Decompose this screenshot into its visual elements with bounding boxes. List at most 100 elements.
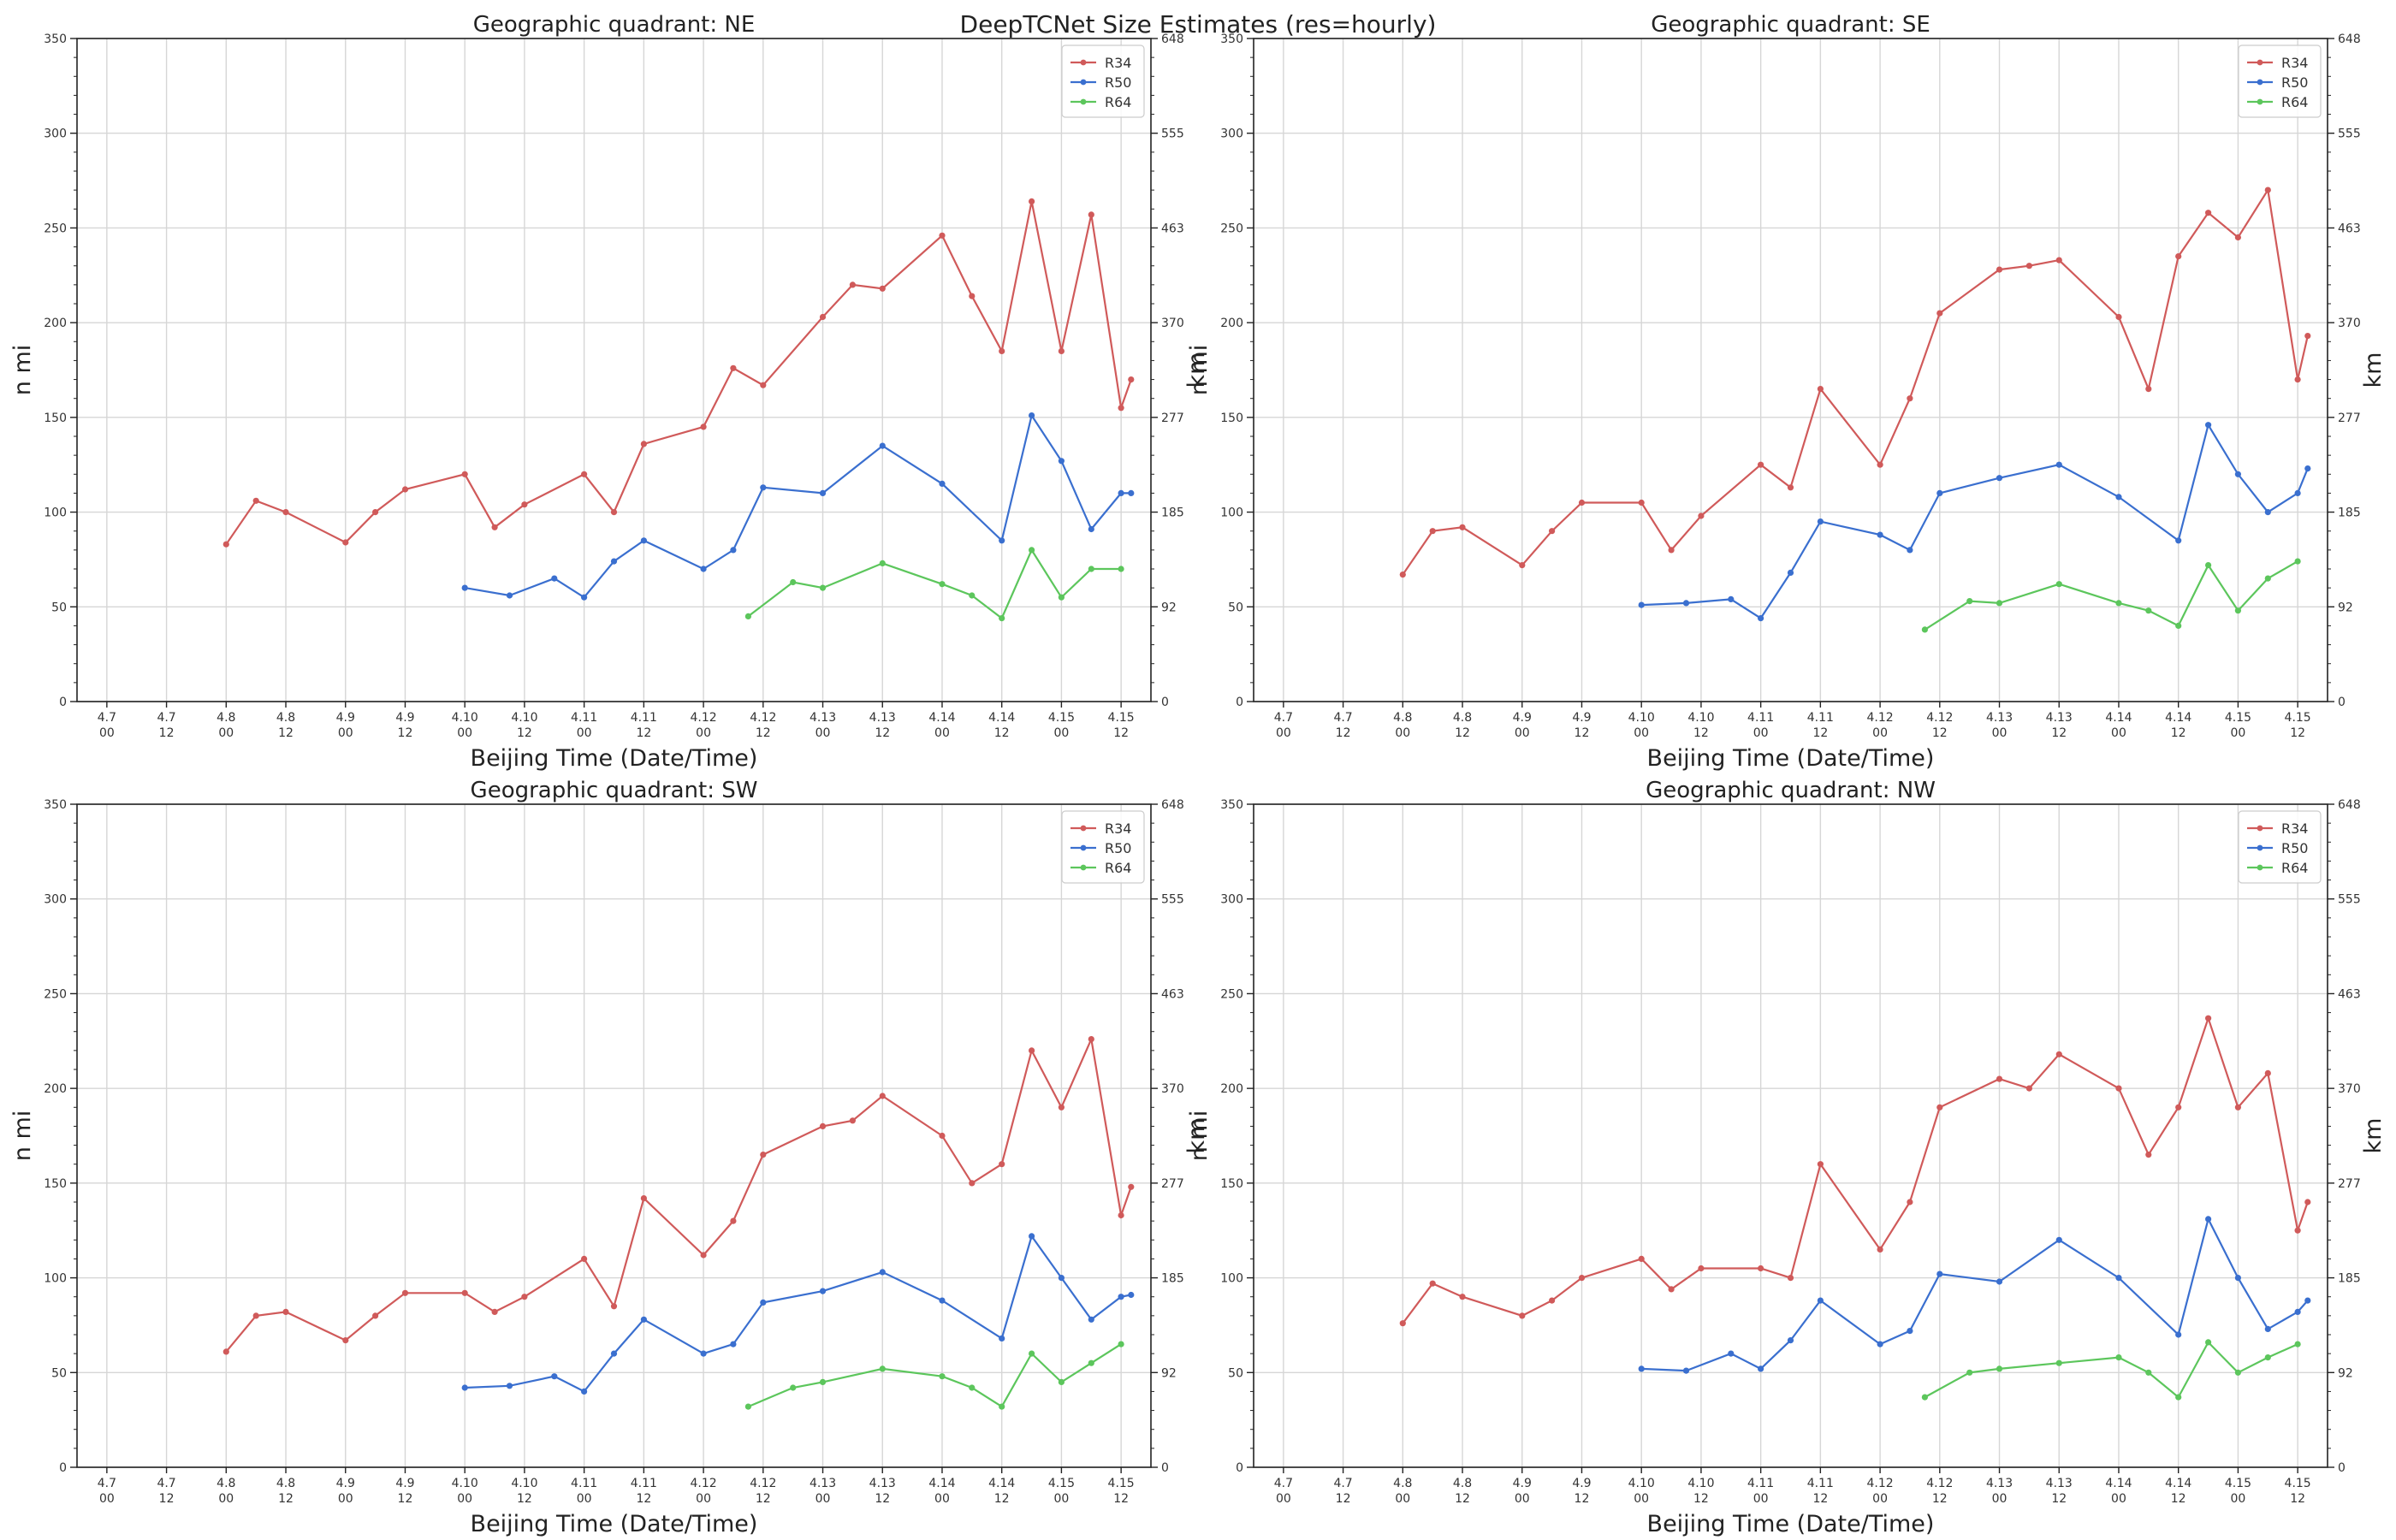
data-point-r50 bbox=[999, 1335, 1005, 1342]
x-tick-date-label: 4.12 bbox=[1926, 711, 1953, 725]
x-tick-time-label: 00 bbox=[1872, 726, 1888, 740]
x-tick-time-label: 12 bbox=[2171, 726, 2186, 740]
data-point-r64 bbox=[1058, 594, 1065, 601]
data-point-r50 bbox=[551, 575, 558, 582]
x-tick-time-label: 00 bbox=[457, 726, 472, 740]
x-tick-date-label: 4.15 bbox=[2285, 1477, 2311, 1490]
x-tick-time-label: 00 bbox=[1515, 1492, 1530, 1506]
legend-label-r34: R34 bbox=[2281, 55, 2308, 71]
data-point-r34 bbox=[1668, 547, 1675, 554]
data-point-r34 bbox=[1029, 1047, 1035, 1054]
x-tick-date-label: 4.11 bbox=[631, 711, 657, 725]
x-tick-date-label: 4.12 bbox=[1866, 711, 1893, 725]
data-point-r50 bbox=[1118, 1294, 1124, 1300]
data-point-r34 bbox=[2025, 263, 2032, 270]
y-tick-label: 350 bbox=[44, 33, 67, 46]
data-point-r34 bbox=[491, 1308, 498, 1315]
y2-tick-label: 277 bbox=[1161, 1177, 1184, 1191]
series-line-r50 bbox=[1641, 422, 2309, 620]
data-point-r64 bbox=[2264, 1354, 2271, 1361]
data-point-r50 bbox=[1029, 412, 1035, 419]
data-point-r64 bbox=[2145, 1369, 2152, 1376]
data-point-r34 bbox=[2055, 257, 2062, 264]
data-point-r50 bbox=[700, 1350, 707, 1357]
data-point-r50 bbox=[640, 537, 648, 544]
plot-frame bbox=[1253, 803, 2328, 1468]
x-axis-label: Beijing Time (Date/Time) bbox=[471, 745, 758, 772]
data-point-r34 bbox=[760, 1152, 767, 1158]
data-point-r64 bbox=[744, 1403, 752, 1410]
data-point-r50 bbox=[1877, 531, 1883, 538]
x-tick-date-label: 4.8 bbox=[276, 1477, 295, 1490]
data-point-r50 bbox=[2294, 1308, 2301, 1315]
data-point-r34 bbox=[969, 1180, 976, 1187]
y-tick-label: 0 bbox=[59, 1461, 67, 1475]
data-point-r64 bbox=[1029, 1350, 1035, 1357]
data-point-r50 bbox=[610, 558, 618, 565]
y-tick-label: 200 bbox=[44, 317, 67, 330]
y2-tick-label: 648 bbox=[2338, 798, 2361, 812]
legend-label-r64: R64 bbox=[2281, 860, 2308, 876]
plot-frame bbox=[76, 803, 1152, 1468]
x-axis-label: Beijing Time (Date/Time) bbox=[1647, 745, 1935, 772]
x-tick-time-label: 12 bbox=[2290, 726, 2305, 740]
x-tick-time-label: 12 bbox=[1113, 726, 1129, 740]
x-tick-time-label: 12 bbox=[756, 726, 771, 740]
y2-tick-label: 648 bbox=[1161, 798, 1184, 812]
y2-tick-label: 185 bbox=[1161, 506, 1184, 520]
data-point-r64 bbox=[2205, 562, 2212, 569]
data-point-r50 bbox=[1638, 601, 1645, 608]
data-point-r50 bbox=[2055, 461, 2062, 468]
legend-marker-r64 bbox=[1080, 98, 1087, 105]
data-point-r64 bbox=[969, 592, 976, 599]
x-tick-date-label: 4.8 bbox=[1393, 1477, 1412, 1490]
data-point-r50 bbox=[2264, 509, 2271, 516]
y2-tick-label: 277 bbox=[2338, 1177, 2361, 1191]
data-point-r64 bbox=[1029, 547, 1035, 554]
data-point-r50 bbox=[1029, 1233, 1035, 1240]
data-point-r50 bbox=[1758, 615, 1764, 622]
legend-label-r64: R64 bbox=[2281, 94, 2308, 110]
data-point-r50 bbox=[730, 547, 737, 554]
y2-tick-label: 0 bbox=[2338, 1461, 2346, 1475]
y2-tick-label: 648 bbox=[1161, 33, 1184, 46]
x-tick-time-label: 00 bbox=[1753, 726, 1769, 740]
x-tick-date-label: 4.9 bbox=[1572, 711, 1591, 725]
data-point-r50 bbox=[1996, 475, 2003, 482]
data-point-r64 bbox=[1921, 1394, 1928, 1401]
x-tick-time-label: 00 bbox=[2111, 726, 2126, 740]
x-tick-time-label: 12 bbox=[636, 1492, 651, 1506]
legend-label-r64: R64 bbox=[1105, 860, 1131, 876]
data-point-r34 bbox=[2264, 187, 2271, 193]
data-point-r50 bbox=[1728, 1350, 1735, 1357]
data-point-r34 bbox=[2175, 1104, 2182, 1111]
data-point-r50 bbox=[2205, 422, 2212, 429]
data-point-r50 bbox=[1996, 1278, 2003, 1285]
data-point-r34 bbox=[819, 1122, 827, 1129]
data-point-r50 bbox=[1877, 1341, 1883, 1348]
x-tick-date-label: 4.7 bbox=[157, 711, 175, 725]
y-tick-label: 100 bbox=[1220, 506, 1243, 520]
data-point-r34 bbox=[760, 382, 767, 388]
data-point-r34 bbox=[879, 1093, 886, 1099]
data-point-r64 bbox=[2234, 1369, 2241, 1376]
x-tick-time-label: 12 bbox=[756, 1492, 771, 1506]
data-point-r34 bbox=[1118, 405, 1124, 412]
x-tick-time-label: 00 bbox=[1395, 726, 1410, 740]
legend-marker-r34 bbox=[1080, 825, 1087, 832]
data-point-r64 bbox=[790, 578, 797, 586]
x-tick-time-label: 00 bbox=[696, 1492, 711, 1506]
x-tick-time-label: 00 bbox=[1753, 1492, 1769, 1506]
x-tick-date-label: 4.13 bbox=[1986, 711, 2013, 725]
x-tick-time-label: 12 bbox=[994, 726, 1010, 740]
y-tick-label: 200 bbox=[44, 1082, 67, 1096]
data-point-r34 bbox=[1907, 1199, 1913, 1205]
data-point-r34 bbox=[2055, 1051, 2062, 1057]
legend-marker-r64 bbox=[2257, 98, 2263, 105]
data-point-r50 bbox=[640, 1316, 648, 1323]
data-point-r34 bbox=[939, 1132, 946, 1140]
y-tick-label: 250 bbox=[1220, 222, 1243, 235]
x-tick-time-label: 12 bbox=[875, 1492, 890, 1506]
data-point-r50 bbox=[1682, 1367, 1690, 1374]
legend-label-r50: R50 bbox=[2281, 74, 2308, 91]
